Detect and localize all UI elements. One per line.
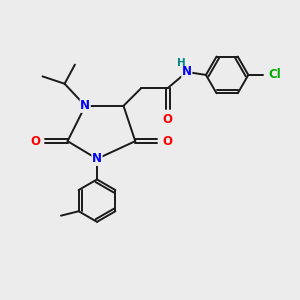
Text: N: N <box>92 152 102 165</box>
Text: H: H <box>177 58 186 68</box>
Text: O: O <box>30 135 40 148</box>
Text: O: O <box>163 112 173 126</box>
Text: N: N <box>182 65 192 79</box>
Text: Cl: Cl <box>268 68 281 81</box>
Text: N: N <box>80 99 90 112</box>
Text: O: O <box>163 135 173 148</box>
